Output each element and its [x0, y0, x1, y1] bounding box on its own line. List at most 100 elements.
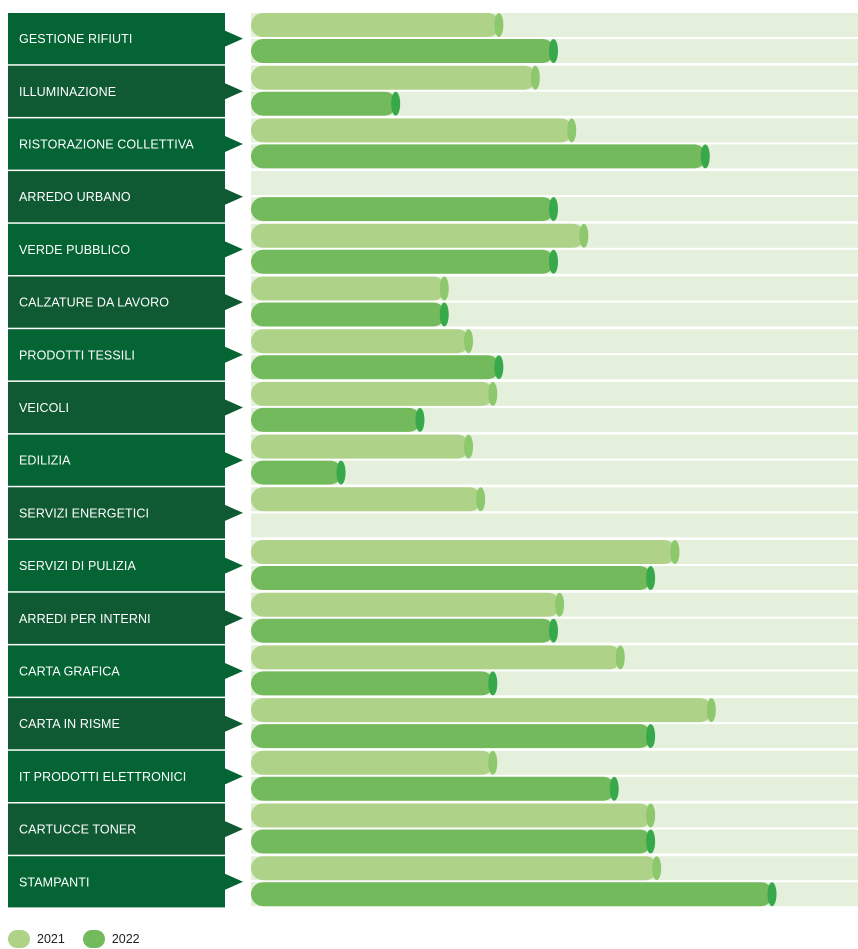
chart-row: ARREDI PER INTERNI — [8, 592, 858, 644]
category-label: CALZATURE DA LAVORO — [19, 296, 169, 310]
bar-2021-servizi-energetici — [251, 487, 482, 512]
category-pointer — [225, 504, 243, 521]
chart-row: STAMPANTI — [8, 856, 858, 908]
chart-row: RISTORAZIONE COLLETTIVA — [8, 118, 858, 170]
category-label: ILLUMINAZIONE — [19, 85, 116, 99]
bar-end-cap — [488, 750, 498, 775]
chart-row: ILLUMINAZIONE — [8, 65, 858, 117]
category-label: CARTA IN RISME — [19, 717, 120, 731]
bar-end-cap — [549, 249, 558, 274]
chart-row: PRODOTTI TESSILI — [8, 329, 858, 381]
bar-2022-gestione-rifiuti — [251, 39, 555, 63]
bar-end-cap — [609, 776, 619, 801]
category-pointer — [225, 663, 243, 679]
legend-item: 2021 — [8, 930, 65, 948]
legend: 2021 2022 — [8, 930, 158, 948]
category-label: GESTIONE RIFIUTI — [19, 32, 132, 46]
category-pointer — [225, 399, 243, 416]
bar-2022-it-prodotti-elettronici — [251, 776, 616, 801]
category-pointer — [225, 873, 243, 890]
category-pointer — [225, 610, 243, 627]
bar-2021-prodotti-tessili — [251, 329, 470, 354]
category-pointer — [225, 136, 243, 152]
bar-2021-verde-pubblico — [251, 223, 585, 248]
category-pointer — [225, 821, 243, 838]
category-pointer — [225, 715, 243, 732]
category-pointer — [225, 30, 243, 47]
category-pointer — [225, 294, 243, 311]
category-label: PRODOTTI TESSILI — [19, 348, 135, 362]
category-label-box — [8, 803, 225, 855]
bar-end-cap — [670, 540, 680, 564]
bar-track — [251, 460, 858, 485]
chart-row: IT PRODOTTI ELETTRONICI — [8, 750, 858, 802]
category-pointer — [225, 557, 243, 574]
chart-rows: GESTIONE RIFIUTI ILLUMINAZIONE RISTORAZION… — [8, 13, 858, 908]
chart-row: VERDE PUBBLICO — [8, 223, 858, 275]
bar-end-cap — [646, 724, 656, 749]
bar-2021-illuminazione — [251, 65, 537, 90]
bar-end-cap — [439, 302, 449, 327]
category-label-box — [8, 118, 225, 170]
category-label-box — [8, 276, 225, 328]
legend-swatch — [82, 930, 105, 948]
bar-end-cap — [391, 91, 401, 116]
category-label-box — [8, 381, 225, 434]
bar-2022-calzature-da-lavoro — [251, 302, 446, 327]
chart-row: CARTA IN RISME — [8, 698, 858, 750]
category-label: ARREDI PER INTERNI — [19, 612, 151, 626]
category-label: IT PRODOTTI ELETTRONICI — [19, 770, 186, 784]
chart-row: CARTA GRAFICA — [8, 645, 858, 697]
category-label-box — [8, 434, 225, 486]
bar-end-cap — [336, 460, 346, 485]
bar-2021-stampanti — [251, 856, 658, 881]
bar-2022-arredo-urbano — [251, 197, 555, 222]
bar-end-cap — [415, 407, 425, 432]
chart-row: ARREDO URBANO — [8, 171, 858, 223]
bar-2022-arredi-per-interni — [251, 618, 555, 643]
bar-2022-verde-pubblico — [251, 249, 555, 274]
category-label: EDILIZIA — [19, 454, 71, 468]
chart-row: CALZATURE DA LAVORO — [8, 276, 858, 328]
category-label-box — [8, 645, 225, 697]
bar-2022-illuminazione — [251, 91, 397, 116]
bar-end-cap — [439, 276, 449, 301]
category-label: SERVIZI DI PULIZIA — [19, 559, 136, 573]
bar-end-cap — [530, 65, 540, 90]
chart-row: VEICOLI — [8, 381, 858, 434]
category-pointer — [225, 452, 243, 469]
chart-row: EDILIZIA — [8, 434, 858, 486]
bar-2021-it-prodotti-elettronici — [251, 750, 494, 775]
legend-item: 2022 — [82, 930, 140, 948]
bar-end-cap — [488, 671, 498, 696]
category-label: ARREDO URBANO — [19, 190, 131, 204]
category-label-box — [8, 329, 225, 381]
category-label-box — [8, 698, 225, 750]
bar-end-cap — [494, 13, 504, 37]
bar-2021-gestione-rifiuti — [251, 13, 500, 37]
category-pointer — [225, 346, 243, 363]
legend-label: 2021 — [37, 932, 65, 946]
bar-end-cap — [549, 197, 558, 222]
bar-2021-arredi-per-interni — [251, 592, 561, 617]
bar-end-cap — [549, 39, 558, 63]
category-pointer — [225, 188, 243, 205]
bar-2022-carta-in-risme — [251, 724, 652, 749]
bar-end-cap — [555, 592, 565, 617]
category-label: STAMPANTI — [19, 875, 90, 889]
legend-label: 2022 — [111, 932, 140, 946]
category-pointer — [225, 768, 243, 785]
category-pointer — [225, 83, 243, 100]
category-label-box — [8, 171, 225, 223]
category-label-box — [8, 13, 225, 65]
bar-track — [251, 171, 858, 196]
category-label: VEICOLI — [19, 401, 69, 415]
bar-2021-veicoli — [251, 381, 494, 406]
category-label-box — [8, 592, 225, 644]
category-label-box — [8, 856, 225, 908]
bar-track — [251, 513, 858, 538]
bar-2022-ristorazione-collettiva — [251, 144, 707, 169]
bar-chart: GESTIONE RIFIUTI ILLUMINAZIONE RISTORAZION… — [8, 13, 858, 908]
bar-end-cap — [464, 329, 474, 354]
bar-2022-cartucce-toner — [251, 829, 652, 854]
